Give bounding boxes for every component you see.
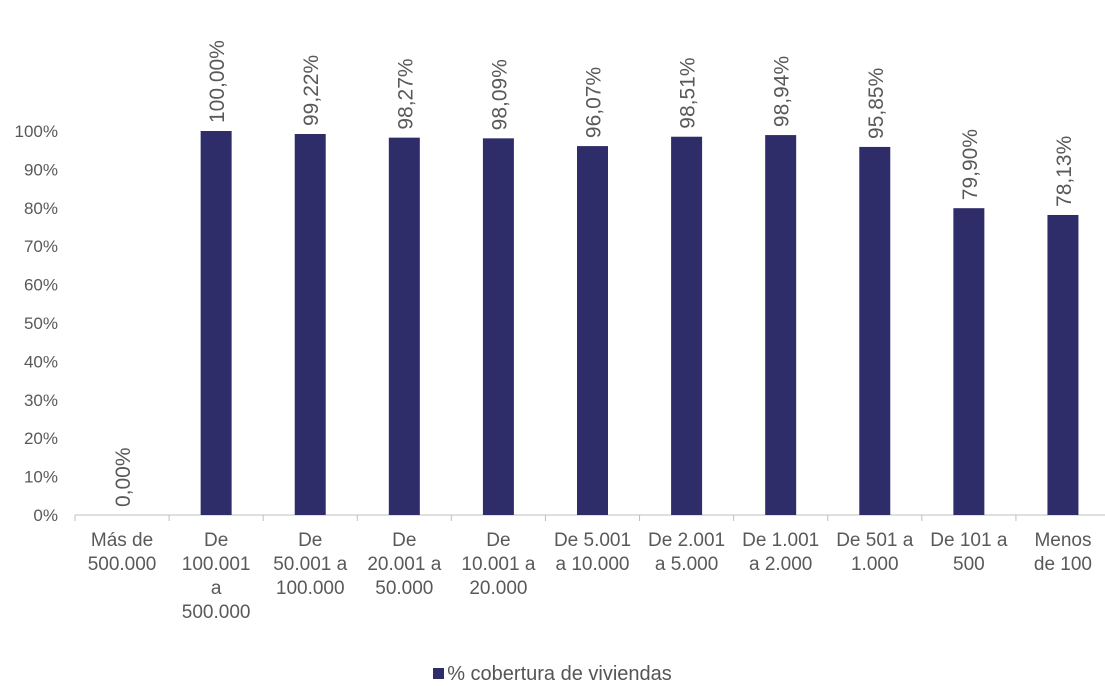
legend-label: % cobertura de viviendas xyxy=(447,663,672,685)
y-tick-label: 60% xyxy=(24,276,58,295)
data-label: 95,85% xyxy=(865,68,888,139)
y-tick-label: 50% xyxy=(24,314,58,333)
y-tick-label: 100% xyxy=(15,122,58,141)
x-tick-label: De 100.001 a 500.000 xyxy=(182,530,251,623)
bar xyxy=(671,136,703,515)
y-tick-label: 80% xyxy=(24,199,58,218)
x-tick-label: De 50.001 a 100.000 xyxy=(273,530,347,599)
bar xyxy=(859,146,891,515)
bar xyxy=(1047,214,1079,515)
x-tick-label: Más de 500.000 xyxy=(88,530,157,575)
bar xyxy=(953,208,985,515)
data-label: 98,27% xyxy=(394,58,417,129)
data-label: 100,00% xyxy=(206,40,229,123)
bar xyxy=(294,133,326,516)
bar xyxy=(765,135,797,515)
x-tick-label: Menos de 100 xyxy=(1034,530,1092,575)
x-tick-label: De 10.001 a 20.000 xyxy=(461,530,535,599)
y-tick-label: 40% xyxy=(24,352,58,371)
x-tick-label: De 101 a 500 xyxy=(930,530,1008,575)
bar xyxy=(200,131,232,515)
y-tick-label: 0% xyxy=(33,506,58,525)
data-label: 98,09% xyxy=(488,59,511,130)
data-label: 99,22% xyxy=(300,55,323,126)
data-label: 78,13% xyxy=(1053,136,1076,207)
x-tick-label: De 5.001 a 10.000 xyxy=(554,530,631,575)
data-label: 79,90% xyxy=(959,129,982,200)
bar-chart: 0% 10% 20% 30% 40% 50% 60% 70% 80% 90% 100% 0,00% Má… xyxy=(15,40,1105,623)
legend-swatch xyxy=(433,668,445,679)
x-tick-label: De 2.001 a 5.000 xyxy=(648,530,725,575)
y-tick-label: 70% xyxy=(24,237,58,256)
data-label: 96,07% xyxy=(583,67,606,138)
data-label: 98,51% xyxy=(677,57,700,128)
x-tick-label: De 501 a 1.000 xyxy=(836,530,914,575)
x-tick-label: De 20.001 a 50.000 xyxy=(367,530,441,599)
y-tick-label: 30% xyxy=(24,391,58,410)
x-tick-label: De 1.001 a 2.000 xyxy=(742,530,819,575)
data-label: 0,00% xyxy=(112,447,135,507)
bar xyxy=(482,138,514,515)
y-tick-label: 20% xyxy=(24,429,58,448)
data-label: 98,94% xyxy=(771,56,794,127)
y-tick-label: 90% xyxy=(24,160,58,179)
bar xyxy=(577,146,608,516)
bar xyxy=(388,137,420,516)
legend: % cobertura de viviendas xyxy=(0,663,1105,686)
y-tick-label: 10% xyxy=(24,468,58,487)
